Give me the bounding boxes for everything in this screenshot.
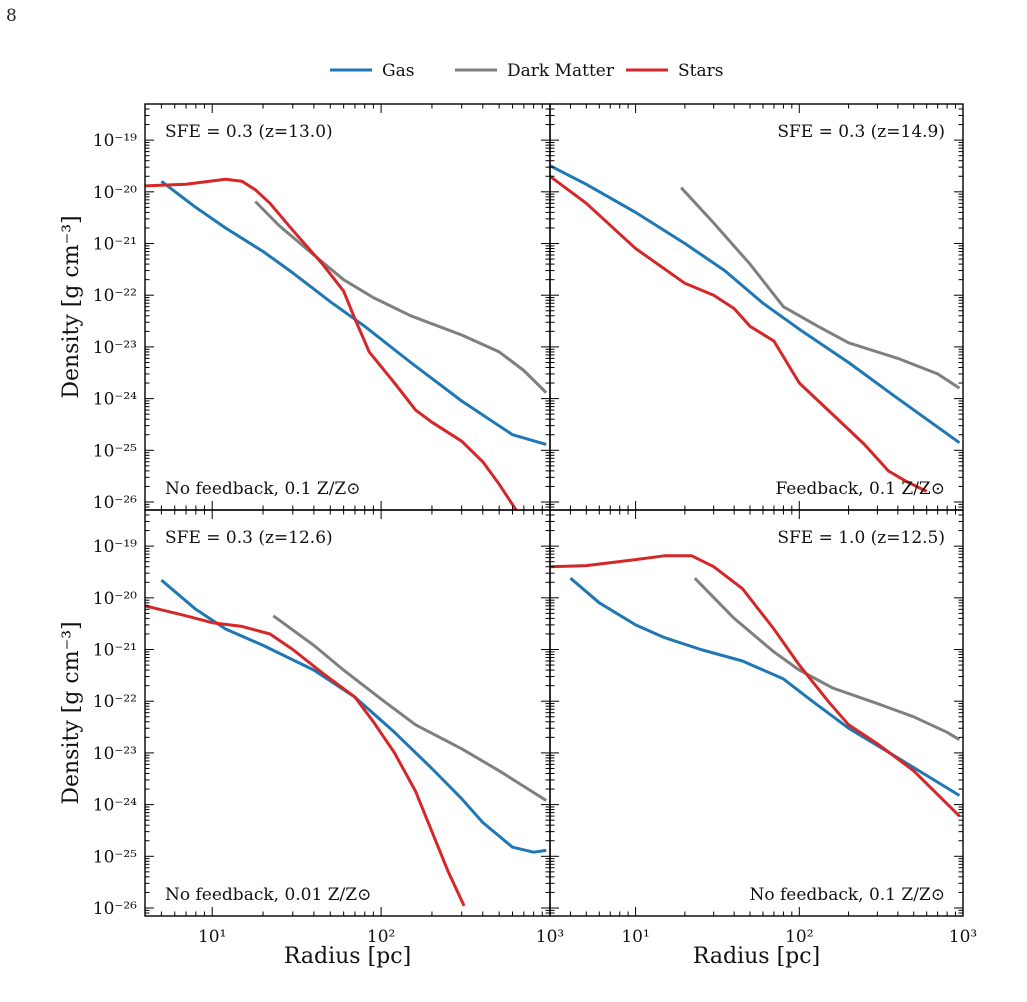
x-tick-label: 10¹ xyxy=(621,927,649,947)
legend-label: Dark Matter xyxy=(507,61,615,81)
panel-frame xyxy=(549,509,964,917)
y-tick-label: 10⁻²⁶ xyxy=(93,493,137,513)
y-axis-label: Density [g cm⁻³] xyxy=(59,621,84,804)
series-dark-matter-line xyxy=(272,614,548,802)
series-gas-line xyxy=(550,164,961,444)
panel-title: SFE = 0.3 (z=14.9) xyxy=(777,122,945,142)
ticks xyxy=(144,103,551,511)
series-stars-line xyxy=(550,175,928,493)
panel-bottom-right: 10¹ 10² 10³ SFE = 1.0 (z=12.5) No feedback, … xyxy=(549,509,977,947)
y-tick-label: 10⁻²⁴ xyxy=(93,390,137,410)
panel-title: SFE = 0.3 (z=12.6) xyxy=(165,528,333,548)
page-number: 8 xyxy=(6,6,17,26)
y-tick-label: 10⁻¹⁹ xyxy=(93,537,137,557)
legend: Gas Dark Matter Stars xyxy=(330,61,723,81)
y-tick-label: 10⁻²⁰ xyxy=(93,589,137,609)
series-gas-line xyxy=(569,577,961,797)
y-tick-label: 10⁻²⁵ xyxy=(93,441,137,461)
panel-annotation: No feedback, 0.1 Z/Z⊙ xyxy=(750,885,946,905)
series-dark-matter-line xyxy=(693,577,961,741)
y-tick-label: 10⁻²⁵ xyxy=(93,847,137,867)
series-stars-line xyxy=(145,177,518,510)
y-tick-label: 10⁻²¹ xyxy=(93,235,137,255)
panel-bottom-left: 10⁻¹⁹ 10⁻²⁰ 10⁻²¹ 10⁻²² 10⁻²³ 10⁻²⁴ 10⁻²⁵ 10⁻²⁶… xyxy=(93,509,564,947)
y-tick-label: 10⁻²⁰ xyxy=(93,183,137,203)
y-axis-label: Density [g cm⁻³] xyxy=(59,215,84,398)
panel-top-left: 10⁻¹⁹ 10⁻²⁰ 10⁻²¹ 10⁻²² 10⁻²³ 10⁻²⁴ 10⁻²⁵ 10⁻²⁶… xyxy=(93,103,551,513)
axis-labels: Density [g cm⁻³] Density [g cm⁻³] Radius [… xyxy=(59,215,820,969)
x-tick-label: 10² xyxy=(367,927,395,947)
panel-title: SFE = 1.0 (z=12.5) xyxy=(777,528,945,548)
panels: 10⁻¹⁹ 10⁻²⁰ 10⁻²¹ 10⁻²² 10⁻²³ 10⁻²⁴ 10⁻²⁵ 10⁻²⁶… xyxy=(93,103,977,947)
panel-frame xyxy=(549,103,964,511)
panel-annotation: Feedback, 0.1 Z/Z⊙ xyxy=(775,479,945,499)
panel-annotation: No feedback, 0.1 Z/Z⊙ xyxy=(165,479,361,499)
panel-frame xyxy=(144,509,551,917)
legend-label: Stars xyxy=(678,61,723,81)
series-dark-matter-line xyxy=(680,186,961,390)
panel-frame xyxy=(144,103,551,511)
series-gas-line xyxy=(160,180,547,446)
x-tick-label: 10² xyxy=(785,927,813,947)
panel-top-right: SFE = 0.3 (z=14.9) Feedback, 0.1 Z/Z⊙ xyxy=(549,103,964,511)
y-tick-label: 10⁻²⁶ xyxy=(93,899,137,919)
y-tick-label: 10⁻¹⁹ xyxy=(93,131,137,151)
legend-label: Gas xyxy=(382,61,414,81)
panel-annotation: No feedback, 0.01 Z/Z⊙ xyxy=(165,885,371,905)
y-tick-label: 10⁻²³ xyxy=(93,744,137,764)
y-tick-label: 10⁻²² xyxy=(93,692,137,712)
x-axis-label: Radius [pc] xyxy=(693,944,820,969)
x-tick-label: 10³ xyxy=(536,927,564,947)
x-axis-label: Radius [pc] xyxy=(284,944,411,969)
legend-entry-dark-matter: Dark Matter xyxy=(455,61,615,81)
y-tick-label: 10⁻²¹ xyxy=(93,641,137,661)
series-gas-line xyxy=(160,578,547,854)
y-tick-label: 10⁻²² xyxy=(93,286,137,306)
series-stars-line xyxy=(145,604,466,907)
legend-entry-stars: Stars xyxy=(626,61,723,81)
y-tick-label: 10⁻²³ xyxy=(93,338,137,358)
y-tick-label: 10⁻²⁴ xyxy=(93,796,137,816)
legend-entry-gas: Gas xyxy=(330,61,414,81)
ticks xyxy=(144,509,551,917)
x-tick-label: 10³ xyxy=(949,927,977,947)
x-tick-label: 10¹ xyxy=(198,927,226,947)
panel-title: SFE = 0.3 (z=13.0) xyxy=(165,122,333,142)
ticks xyxy=(549,103,964,511)
series-stars-line xyxy=(550,554,961,818)
series-dark-matter-line xyxy=(254,200,548,394)
